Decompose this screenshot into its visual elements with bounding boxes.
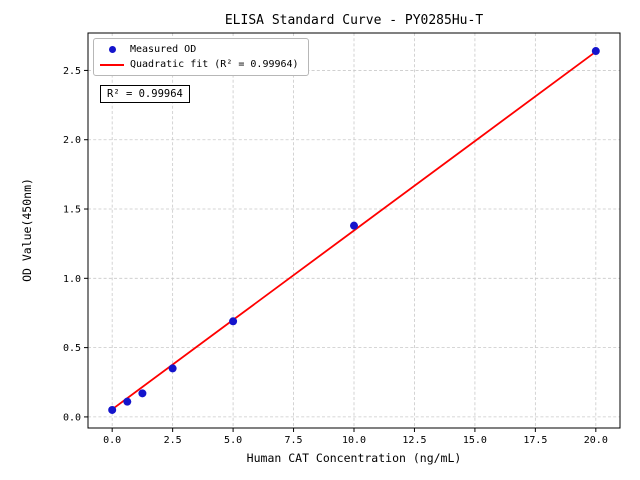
chart-title: ELISA Standard Curve - PY0285Hu-T — [224, 13, 484, 28]
quadratic-fit-line-icon — [100, 63, 124, 66]
measured-od-point — [591, 47, 600, 56]
measured-od-point — [138, 389, 147, 398]
y-tick-label: 1.5 — [63, 205, 81, 216]
y-tick-label: 2.5 — [63, 66, 81, 77]
fit-line-swatch — [100, 63, 124, 66]
measured-od-point — [168, 364, 177, 373]
x-axis-label: Human CAT Concentration (ng/mL) — [246, 451, 462, 465]
legend-item-measured-od: Measured OD — [100, 44, 299, 55]
y-axis-label: OD Value(450nm) — [20, 178, 34, 282]
x-tick-label: 0.0 — [103, 435, 121, 446]
x-tick-label: 5.0 — [224, 435, 242, 446]
y-tick-label: 0.0 — [63, 412, 81, 423]
y-tick-label: 2.0 — [63, 135, 81, 146]
scatter-marker-swatch — [100, 46, 124, 53]
quadratic-fit-line — [111, 50, 597, 411]
measured-od-point — [108, 405, 117, 414]
y-tick-label: 1.0 — [63, 274, 81, 285]
measured-od-point — [229, 317, 238, 326]
legend-label-measured-od: Measured OD — [130, 44, 197, 55]
r-squared-annotation: R² = 0.99964 — [100, 85, 190, 103]
x-tick-label: 10.0 — [342, 435, 366, 446]
x-tick-label: 17.5 — [523, 435, 547, 446]
legend: Measured OD Quadratic fit (R² = 0.99964) — [93, 38, 309, 76]
x-tick-label: 7.5 — [285, 435, 303, 446]
x-tick-label: 15.0 — [463, 435, 487, 446]
legend-label-quadratic-fit: Quadratic fit (R² = 0.99964) — [130, 59, 299, 70]
legend-item-quadratic-fit: Quadratic fit (R² = 0.99964) — [100, 59, 299, 70]
measured-od-dot-icon — [108, 46, 116, 53]
x-tick-label: 20.0 — [584, 435, 608, 446]
x-tick-label: 2.5 — [164, 435, 182, 446]
measured-od-point — [123, 397, 132, 406]
measured-od-point — [350, 221, 358, 230]
x-tick-label: 12.5 — [402, 435, 426, 446]
y-tick-label: 0.5 — [63, 343, 81, 354]
